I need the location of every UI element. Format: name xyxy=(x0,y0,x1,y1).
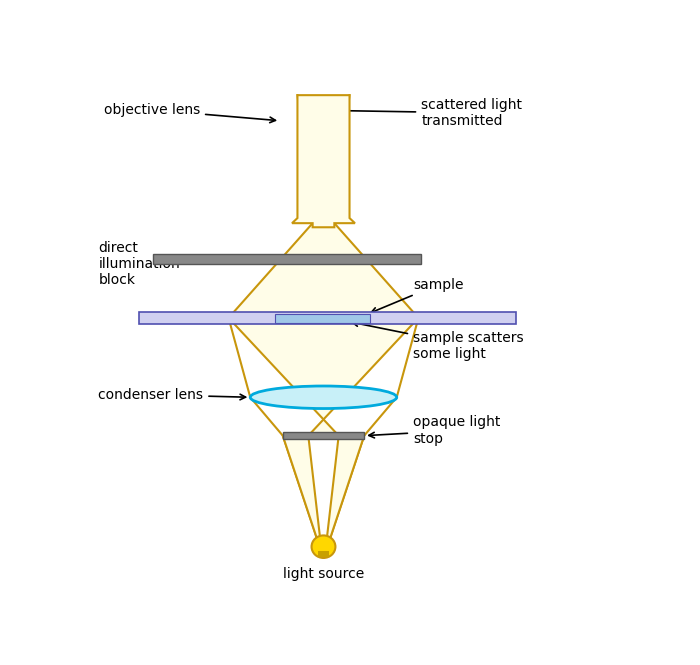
Polygon shape xyxy=(251,397,308,436)
Text: scattered light
transmitted: scattered light transmitted xyxy=(339,98,522,128)
Text: condenser lens: condenser lens xyxy=(98,388,246,402)
Ellipse shape xyxy=(251,386,397,408)
Text: sample: sample xyxy=(371,277,463,313)
Text: sample scatters
some light: sample scatters some light xyxy=(353,321,524,361)
Bar xyxy=(274,314,370,323)
Text: light source: light source xyxy=(283,567,364,581)
Polygon shape xyxy=(292,95,355,227)
Polygon shape xyxy=(339,397,397,436)
Polygon shape xyxy=(228,95,419,553)
Bar xyxy=(139,313,516,324)
Polygon shape xyxy=(308,436,339,553)
Bar xyxy=(283,432,364,440)
Text: direct
illumination
block: direct illumination block xyxy=(98,241,186,287)
Polygon shape xyxy=(228,318,323,436)
Bar xyxy=(153,255,421,263)
Text: opaque light
stop: opaque light stop xyxy=(369,416,500,446)
Polygon shape xyxy=(323,318,419,436)
Circle shape xyxy=(312,535,335,558)
Polygon shape xyxy=(323,436,364,553)
Polygon shape xyxy=(283,436,323,553)
Text: objective lens: objective lens xyxy=(104,103,276,122)
Bar xyxy=(318,551,329,557)
